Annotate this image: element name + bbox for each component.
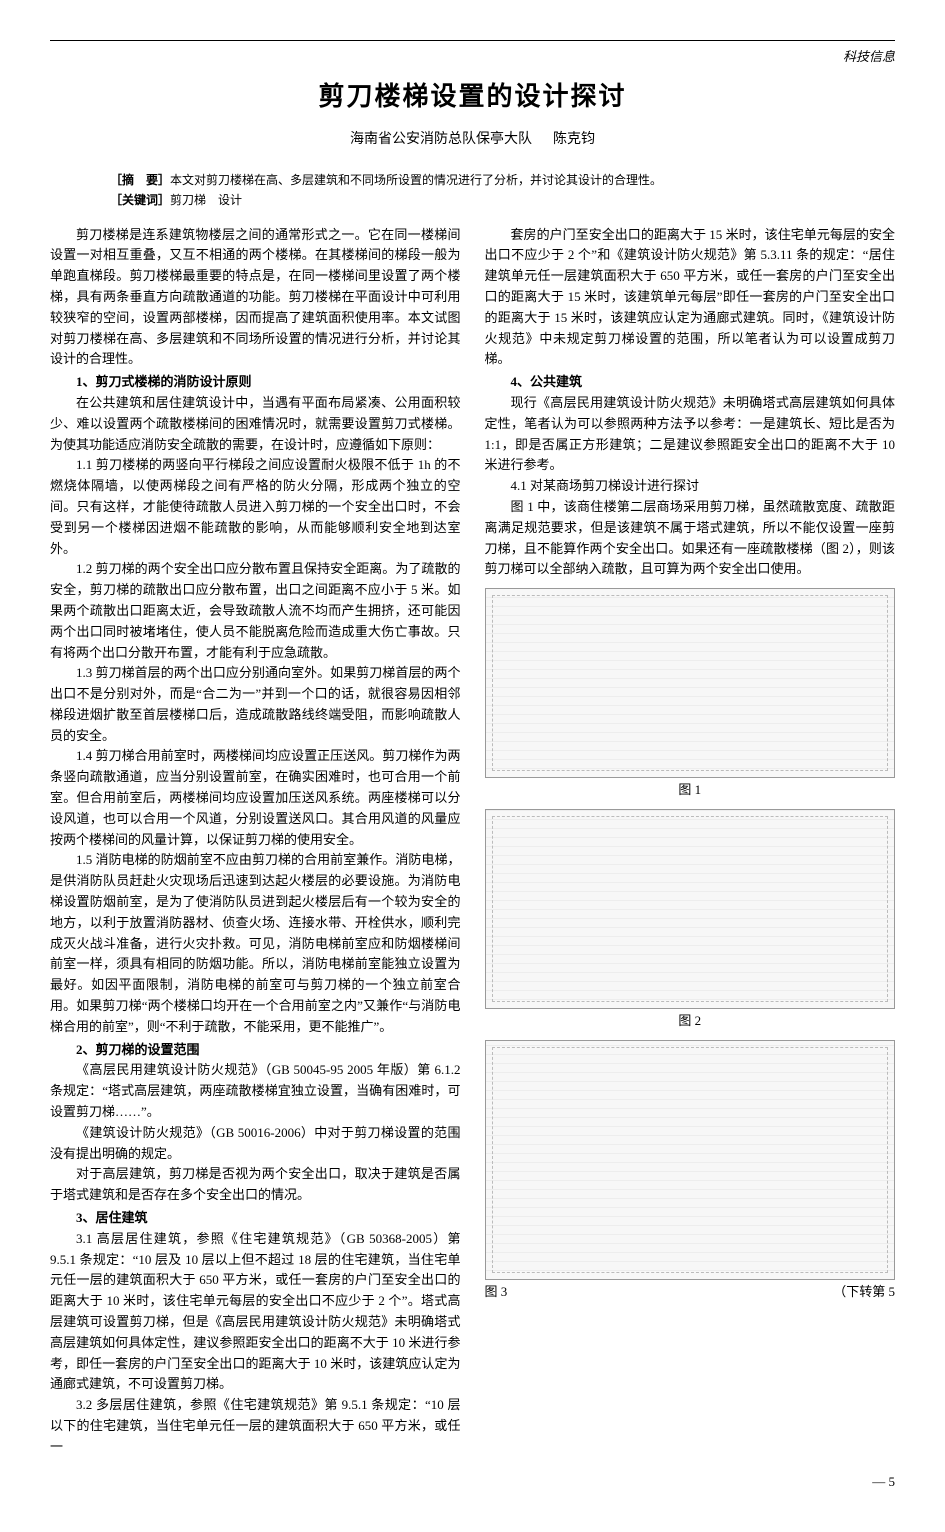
intro-paragraph: 剪刀楼梯是连系建筑物楼层之间的通常形式之一。它在同一楼梯间设置一对相互重叠，又互… [50,225,461,371]
page-number: — 5 [50,1472,895,1493]
figure-3-image [485,1040,896,1280]
left-column: 剪刀楼梯是连系建筑物楼层之间的通常形式之一。它在同一楼梯间设置一对相互重叠，又互… [50,225,461,1458]
header-rule [50,40,895,41]
figure-1-block: 图 1 [485,588,896,801]
author-line: 海南省公安消防总队保亭大队 陈克钧 [50,129,895,151]
section-1-5: 1.5 消防电梯的防烟前室不应由剪刀梯的合用前室兼作。消防电梯，是供消防队员赶赴… [50,850,461,1037]
abstract-label: ［摘 要］ [110,170,170,190]
section-1-intro: 在公共建筑和居住建筑设计中，当遇有平面布局紧凑、公用面积较少、难以设置两个疏散楼… [50,393,461,455]
section-2-p1: 《高层民用建筑设计防火规范》（GB 50045-95 2005 年版）第 6.1… [50,1060,461,1122]
abstract-block: ［摘 要］ 本文对剪刀楼梯在高、多层建筑和不同场所设置的情况进行了分析，并讨论其… [110,170,835,211]
figure-2-block: 图 2 [485,809,896,1032]
section-3-heading: 3、居住建筑 [50,1208,461,1229]
section-2-heading: 2、剪刀梯的设置范围 [50,1040,461,1061]
journal-header-label: 科技信息 [50,47,895,68]
section-1-4: 1.4 剪刀梯合用前室时，两楼梯间均应设置正压送风。剪刀梯作为两条竖向疏散通道，… [50,746,461,850]
keywords-label: ［关键词］ [110,190,170,210]
right-column: 套房的户门至安全出口的距离大于 15 米时，该住宅单元每层的安全出口不应少于 2… [485,225,896,1458]
section-4-heading: 4、公共建筑 [485,372,896,393]
figure-3-block: 图 3 （下转第 5 [485,1040,896,1303]
section-4-1-body: 图 1 中，该商住楼第二层商场采用剪刀梯，虽然疏散宽度、疏散距离满足规范要求，但… [485,497,896,580]
author-name: 陈克钧 [553,132,595,147]
figure-3-caption: 图 3 [485,1282,508,1303]
section-4-1: 现行《高层民用建筑设计防火规范》未明确塔式高层建筑如何具体定性，笔者认为可以参照… [485,393,896,476]
abstract-text: 本文对剪刀楼梯在高、多层建筑和不同场所设置的情况进行了分析，并讨论其设计的合理性… [170,170,662,190]
right-continuation: 套房的户门至安全出口的距离大于 15 米时，该住宅单元每层的安全出口不应少于 2… [485,225,896,371]
figure-1-image [485,588,896,778]
section-3-1: 3.1 高层居住建筑，参照《住宅建筑规范》（GB 50368-2005）第 9.… [50,1229,461,1395]
article-title: 剪刀楼梯设置的设计探讨 [50,76,895,118]
section-2-p2: 《建筑设计防火规范》（GB 50016-2006）中对于剪刀梯设置的范围没有提出… [50,1123,461,1165]
continued-note: （下转第 5 [833,1282,895,1303]
figure-2-caption: 图 2 [485,1011,896,1032]
section-1-3: 1.3 剪刀梯首层的两个出口应分别通向室外。如果剪刀梯首层的两个出口不是分别对外… [50,663,461,746]
section-1-1: 1.1 剪刀楼梯的两竖向平行梯段之间应设置耐火极限不低于 1h 的不燃烧体隔墙，… [50,455,461,559]
section-1-heading: 1、剪刀式楼梯的消防设计原则 [50,372,461,393]
two-column-body: 剪刀楼梯是连系建筑物楼层之间的通常形式之一。它在同一楼梯间设置一对相互重叠，又互… [50,225,895,1458]
section-2-p3: 对于高层建筑，剪刀梯是否视为两个安全出口，取决于建筑是否属于塔式建筑和是否存在多… [50,1164,461,1206]
figure-2-image [485,809,896,1009]
keywords-text: 剪刀梯 设计 [170,190,242,210]
figure-1-caption: 图 1 [485,780,896,801]
author-affiliation: 海南省公安消防总队保亭大队 [350,132,532,147]
section-3-2: 3.2 多层居住建筑，参照《住宅建筑规范》第 9.5.1 条规定：“10 层以下… [50,1395,461,1457]
section-1-2: 1.2 剪刀梯的两个安全出口应分散布置且保持安全距离。为了疏散的安全，剪刀梯的疏… [50,559,461,663]
section-4-1-sub: 4.1 对某商场剪刀梯设计进行探讨 [485,476,896,497]
